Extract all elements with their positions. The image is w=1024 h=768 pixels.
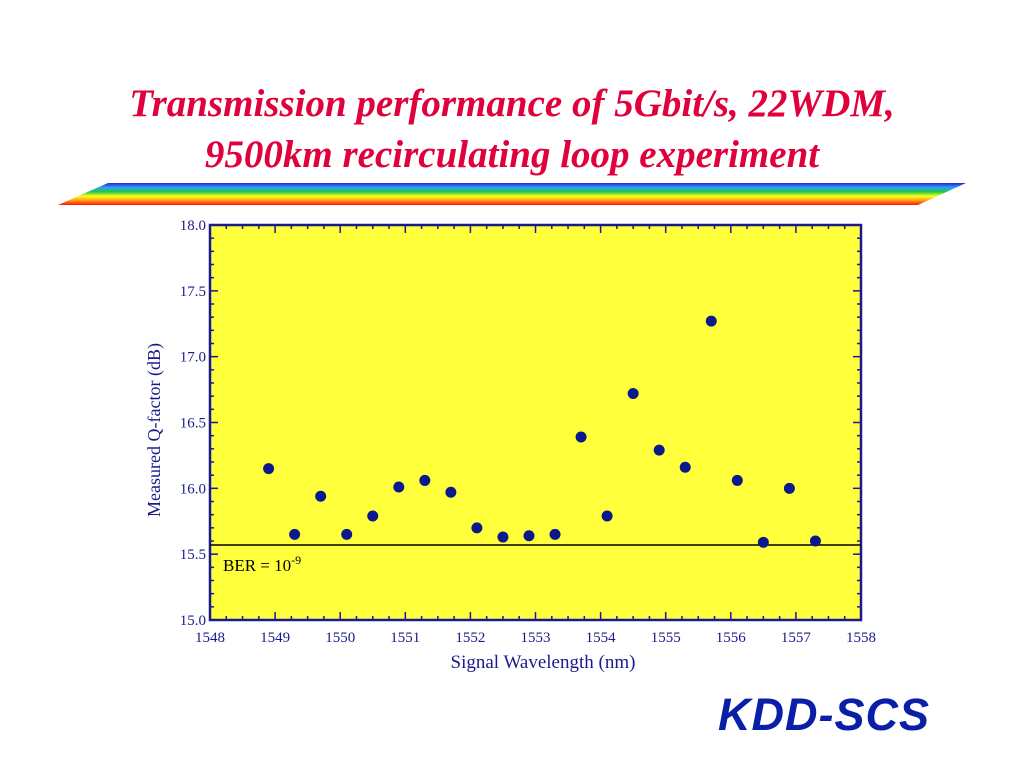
x-tick-label: 1556 xyxy=(716,630,747,646)
x-tick-label: 1549 xyxy=(260,630,290,646)
rainbow-divider-bar xyxy=(58,183,966,205)
y-tick-label: 16.0 xyxy=(180,481,206,497)
x-tick-labels: 1548 1549 1550 1551 1552 1553 1554 1555 1556 1557… xyxy=(195,630,876,646)
data-points xyxy=(263,315,821,548)
x-tick-label: 1551 xyxy=(390,630,420,646)
data-point xyxy=(419,474,431,486)
data-point xyxy=(341,528,353,540)
x-tick-label: 1554 xyxy=(586,630,617,646)
x-tick-label: 1550 xyxy=(325,630,355,646)
data-point xyxy=(601,510,613,522)
ber-threshold-label: BER = 10-9 xyxy=(223,553,301,575)
x-tick-label: 1557 xyxy=(781,630,812,646)
data-point xyxy=(705,315,717,327)
slide-title: Transmission performance of 5Gbit/s, 22W… xyxy=(0,78,1024,180)
x-tick-label: 1555 xyxy=(651,630,681,646)
y-tick-label: 18.0 xyxy=(180,218,206,234)
data-point xyxy=(549,528,561,540)
data-point xyxy=(315,490,327,502)
kdd-scs-logo: KDD-SCS xyxy=(718,689,931,740)
data-point xyxy=(757,536,769,548)
data-point xyxy=(809,535,821,547)
slide-title-line-2: 9500km recirculating loop experiment xyxy=(204,133,820,176)
data-point xyxy=(289,528,301,540)
data-point xyxy=(263,463,275,475)
data-point xyxy=(783,482,795,494)
y-tick-label: 15.5 xyxy=(180,547,206,563)
x-tick-label: 1552 xyxy=(455,630,485,646)
y-tick-label: 17.0 xyxy=(180,350,206,366)
data-point xyxy=(523,530,535,542)
x-tick-label: 1548 xyxy=(195,630,225,646)
plot-area xyxy=(208,223,863,622)
data-point xyxy=(445,486,457,498)
data-point xyxy=(731,474,743,486)
data-point xyxy=(393,481,405,493)
data-point xyxy=(679,461,691,473)
y-tick-label: 17.5 xyxy=(180,284,206,300)
data-point xyxy=(367,510,379,522)
slide-title-line-1: Transmission performance of 5Gbit/s, 22W… xyxy=(129,82,895,125)
data-point xyxy=(471,522,483,534)
x-tick-label: 1558 xyxy=(846,630,876,646)
x-axis-title: Signal Wavelength (nm) xyxy=(451,652,636,673)
y-tick-label: 15.0 xyxy=(180,613,206,629)
ber-threshold: BER = 10-9 xyxy=(210,544,861,575)
axis-ticks xyxy=(209,224,862,621)
y-tick-labels: 15.0 15.5 16.0 16.5 17.0 17.5 18.0 xyxy=(180,218,206,629)
ber-threshold-label-base: BER = 10 xyxy=(223,556,291,575)
y-tick-label: 16.5 xyxy=(180,416,206,432)
x-tick-label: 1553 xyxy=(521,630,551,646)
data-point xyxy=(653,444,665,456)
data-point xyxy=(575,431,587,443)
ber-threshold-label-exponent: -9 xyxy=(291,553,301,567)
data-point xyxy=(627,388,639,400)
y-axis-title: Measured Q-factor (dB) xyxy=(144,343,165,517)
data-point xyxy=(497,531,509,543)
